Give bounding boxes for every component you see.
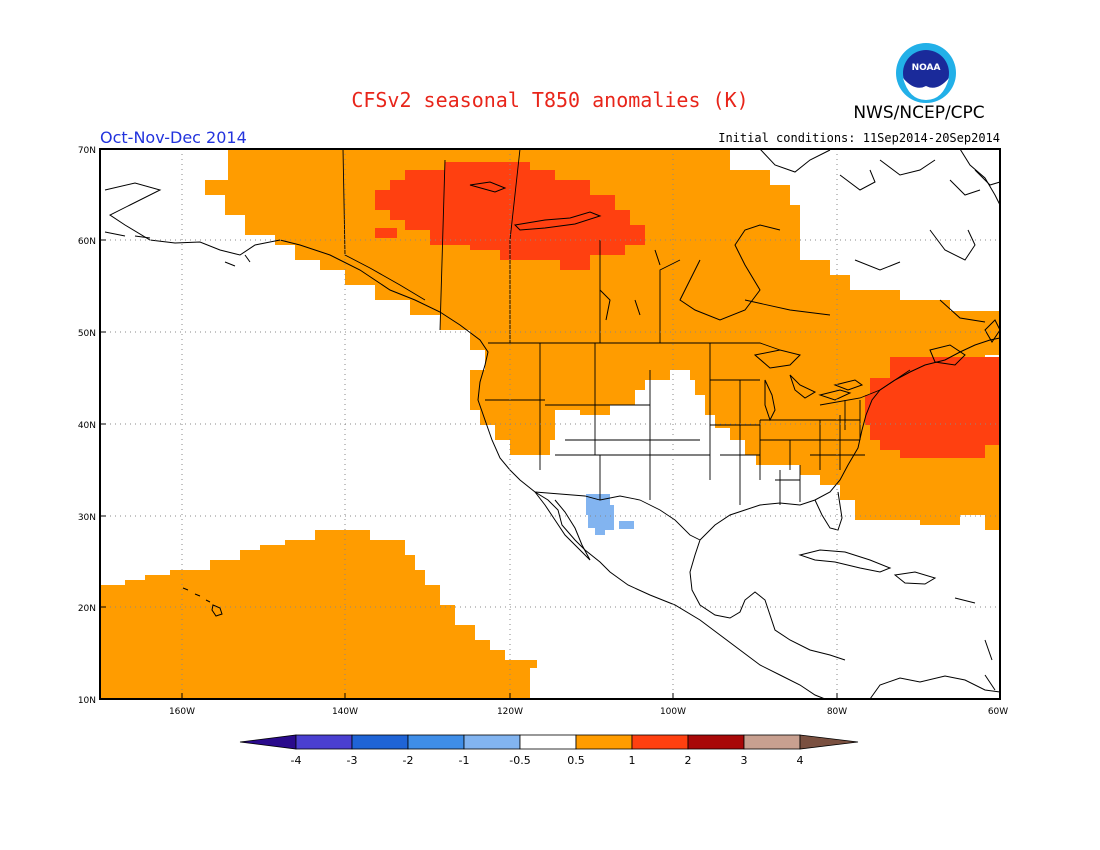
colorbar-label-neg05: -0.5 <box>509 754 530 767</box>
initial-conditions: Initial conditions: 11Sep2014-20Sep2014 <box>718 131 1000 145</box>
colorbar-segment-05-1 <box>575 734 633 750</box>
lon-label-60w: 60W <box>988 707 1008 717</box>
alaska-canada-border <box>342 148 426 301</box>
colorbar-segment-neutral <box>519 734 577 750</box>
lon-label-80w: 80W <box>827 707 847 717</box>
canadian-lakes <box>469 181 661 321</box>
baja-coastline <box>534 491 591 561</box>
noaa-logo-inner <box>903 50 949 96</box>
colorbar-segment-lt-neg4 <box>239 734 297 750</box>
lat-label-70n: 70N <box>78 146 96 156</box>
lon-labels: 160W 140W 120W 100W 80W 60W <box>169 707 1008 717</box>
hawaii-islands <box>182 587 223 617</box>
colorbar-label-1: 1 <box>629 754 636 767</box>
lon-label-160w: 160W <box>169 707 195 717</box>
forecast-period: Oct-Nov-Dec 2014 <box>100 128 247 147</box>
colorbar-segment-3-4 <box>743 734 801 750</box>
anomaly-region-pacific-orange <box>100 530 537 699</box>
lon-label-140w: 140W <box>332 707 358 717</box>
lat-label-40n: 40N <box>78 421 96 431</box>
colorbar-segment-neg2-neg1 <box>407 734 465 750</box>
anomaly-region-southwest-blue-spot <box>619 521 634 529</box>
anomaly-region-northeast-red <box>865 357 1000 458</box>
colorbar-label-neg4: -4 <box>291 754 302 767</box>
arctic-islands <box>759 148 1001 323</box>
us-mexico-border <box>534 491 701 541</box>
us-canada-border <box>488 342 911 406</box>
anomaly-blue-layer <box>586 494 634 535</box>
noaa-logo: NOAA <box>896 43 956 103</box>
colorbar-labels: -4 -3 -2 -1 -0.5 0.5 1 2 3 4 <box>291 754 804 767</box>
colorbar-segment-1-2 <box>631 734 689 750</box>
lat-label-50n: 50N <box>78 329 96 339</box>
axis-ticks <box>100 239 838 699</box>
cuba-coastline <box>798 549 892 573</box>
florida-coastline <box>814 491 843 531</box>
map-grid <box>100 149 1000 699</box>
colorbar-segment-neg3-neg2 <box>351 734 409 750</box>
caribbean-islands <box>954 597 996 691</box>
hudson-bay-coastline <box>679 224 781 321</box>
colorbar-label-05: 0.5 <box>567 754 585 767</box>
colorbar-segment-neg4-neg3 <box>295 734 353 750</box>
noaa-logo-gull <box>903 78 949 100</box>
lon-label-100w: 100W <box>660 707 686 717</box>
colorbar-label-4: 4 <box>797 754 804 767</box>
greenland-coastline <box>959 148 1001 206</box>
noaa-logo-text: NOAA <box>912 63 941 73</box>
lat-label-20n: 20N <box>78 604 96 614</box>
colorbar-segment-neg1-neg05 <box>463 734 521 750</box>
west-coastline <box>104 182 826 700</box>
anomaly-orange-layer <box>100 149 1000 699</box>
lon-label-120w: 120W <box>497 707 523 717</box>
lat-label-10n: 10N <box>78 696 96 706</box>
agency-label: NWS/NCEP/CPC <box>853 103 985 123</box>
great-lakes <box>753 349 864 422</box>
chart-title: CFSv2 seasonal T850 anomalies (K) <box>351 88 749 112</box>
us-states-central <box>710 379 865 505</box>
south-america-coastline <box>869 675 1001 700</box>
colorbar-label-neg1: -1 <box>459 754 470 767</box>
aleutian-islands <box>104 231 251 267</box>
lat-labels: 70N 60N 50N 40N 30N 20N 10N <box>78 146 96 706</box>
anomaly-region-north-orange <box>205 149 1000 530</box>
colorbar <box>239 734 859 750</box>
anomaly-region-canada-red-spot <box>375 228 397 238</box>
colorbar-label-neg2: -2 <box>403 754 414 767</box>
mexico-gulf-coastline <box>689 539 846 661</box>
colorbar-label-3: 3 <box>741 754 748 767</box>
hispaniola-coastline <box>893 571 937 585</box>
lat-label-30n: 30N <box>78 513 96 523</box>
colorbar-segment-gt-4 <box>799 734 859 750</box>
colorbar-label-2: 2 <box>685 754 692 767</box>
lat-label-60n: 60N <box>78 237 96 247</box>
colorbar-label-neg3: -3 <box>347 754 358 767</box>
anomaly-region-southwest-blue <box>586 494 614 535</box>
colorbar-segment-2-3 <box>687 734 745 750</box>
us-states-west <box>485 343 711 500</box>
